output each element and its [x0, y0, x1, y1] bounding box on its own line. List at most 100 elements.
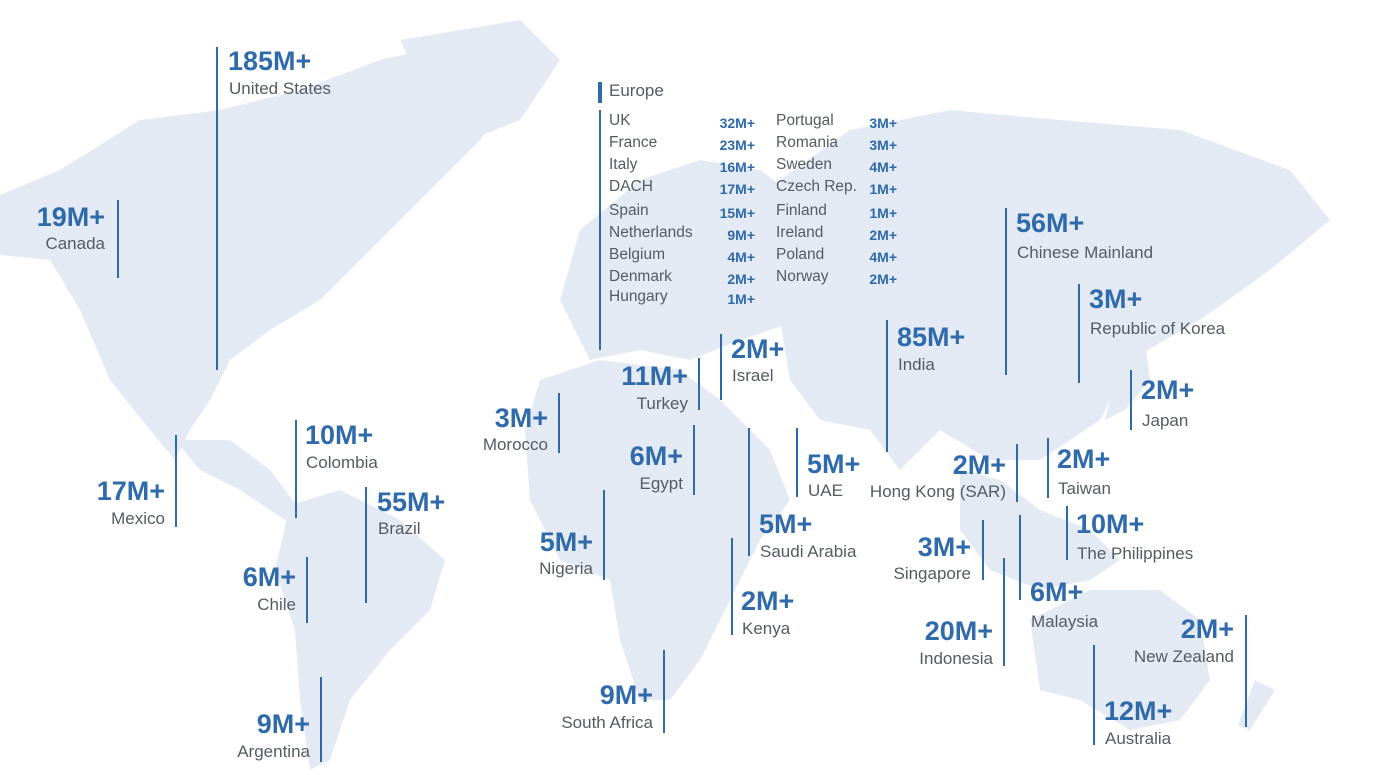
country-value: 2M+ [731, 334, 784, 364]
country-value: 55M+ [377, 487, 445, 517]
country-value: 2M+ [953, 450, 1006, 480]
country-name: United States [229, 79, 331, 98]
europe-value: 2M+ [869, 271, 897, 287]
country-name: Egypt [640, 474, 684, 493]
country-name: India [898, 355, 935, 374]
country-value: 2M+ [1141, 375, 1194, 405]
europe-country: Spain [609, 202, 649, 219]
europe-value: 2M+ [869, 227, 897, 243]
europe-value: 3M+ [869, 115, 897, 131]
country-value: 6M+ [630, 441, 683, 471]
central-america [175, 440, 300, 520]
europe-value: 9M+ [727, 227, 755, 243]
continents [0, 20, 1330, 770]
europe-value: 16M+ [720, 159, 755, 175]
country-value: 2M+ [741, 586, 794, 616]
africa [525, 360, 790, 700]
greenland [400, 20, 560, 140]
country-name: Israel [732, 366, 774, 385]
country-value: 185M+ [228, 46, 311, 76]
north-america [0, 40, 520, 460]
europe-country: UK [609, 112, 631, 129]
country-value: 5M+ [759, 509, 812, 539]
country-name: The Philippines [1077, 544, 1193, 563]
country-name: Malaysia [1031, 612, 1099, 631]
country-value: 11M+ [621, 361, 688, 391]
country-value: 10M+ [305, 420, 373, 450]
country-name: Chile [257, 595, 296, 614]
country-name: Colombia [306, 453, 378, 472]
country-name: Hong Kong (SAR) [870, 482, 1006, 501]
europe-country: Poland [776, 246, 824, 263]
country-value: 6M+ [1030, 577, 1083, 607]
country-name: Taiwan [1058, 479, 1111, 498]
europe-country: DACH [609, 178, 653, 195]
country-name: Saudi Arabia [760, 542, 857, 561]
country-value: 20M+ [925, 616, 993, 646]
europe-country: Belgium [609, 246, 665, 263]
country-name: New Zealand [1134, 647, 1234, 666]
europe-value: 1M+ [869, 181, 897, 197]
country-name: Republic of Korea [1090, 319, 1226, 338]
southeast-asia [960, 470, 1120, 590]
country-value: 5M+ [807, 449, 860, 479]
country-name: Japan [1142, 411, 1188, 430]
country-name: Morocco [483, 435, 548, 454]
europe-country: Denmark [609, 268, 672, 285]
europe-value: 4M+ [869, 159, 897, 175]
europe-country: Hungary [609, 288, 668, 305]
europe-country: Romania [776, 134, 838, 151]
country-name: Singapore [893, 564, 971, 583]
europe-title: Europe [609, 81, 664, 100]
south-america [275, 490, 445, 770]
country-name: South Africa [561, 713, 653, 732]
europe-value: 3M+ [869, 137, 897, 153]
country-value: 56M+ [1016, 208, 1084, 238]
country-value: 2M+ [1057, 444, 1110, 474]
country-name: Canada [45, 234, 105, 253]
country-value: 2M+ [1181, 614, 1234, 644]
europe-value: 17M+ [720, 181, 755, 197]
europe-value: 2M+ [727, 271, 755, 287]
europe-country: France [609, 134, 657, 151]
europe-value: 32M+ [720, 115, 755, 131]
europe-country: Ireland [776, 224, 823, 241]
country-value: 3M+ [495, 403, 548, 433]
new-zealand [1238, 680, 1275, 730]
country-name: UAE [808, 481, 843, 500]
country-value: 85M+ [897, 322, 965, 352]
labels: 185M+ United States 19M+ Canada 17M+ Mexico 10… [37, 46, 1247, 762]
europe-country: Sweden [776, 156, 832, 173]
country-value: 10M+ [1076, 509, 1144, 539]
europe-country: Italy [609, 156, 638, 173]
country-name: Chinese Mainland [1017, 243, 1153, 262]
europe-value: 4M+ [869, 249, 897, 265]
country-value: 9M+ [600, 680, 653, 710]
country-name: Brazil [378, 519, 421, 538]
europe-country: Portugal [776, 112, 834, 129]
country-name: Mexico [111, 509, 165, 528]
country-name: Turkey [637, 394, 689, 413]
japan [1105, 340, 1150, 420]
europe-value: 23M+ [720, 137, 755, 153]
country-name: Kenya [742, 619, 791, 638]
europe-value: 4M+ [727, 249, 755, 265]
country-value: 19M+ [37, 202, 105, 232]
country-value: 3M+ [1089, 284, 1142, 314]
europe-land [560, 160, 820, 360]
country-value: 5M+ [540, 527, 593, 557]
europe-country: Finland [776, 202, 827, 219]
country-name: Nigeria [539, 559, 593, 578]
europe-country: Czech Rep. [776, 178, 857, 195]
country-value: 3M+ [918, 532, 971, 562]
country-name: Australia [1105, 729, 1172, 748]
europe-value: 15M+ [720, 205, 755, 221]
europe-value: 1M+ [727, 291, 755, 307]
country-value: 9M+ [257, 709, 310, 739]
country-value: 17M+ [97, 476, 165, 506]
country-name: Indonesia [919, 649, 993, 668]
country-value: 6M+ [243, 562, 296, 592]
australia [1030, 590, 1210, 730]
country-value: 12M+ [1104, 696, 1172, 726]
